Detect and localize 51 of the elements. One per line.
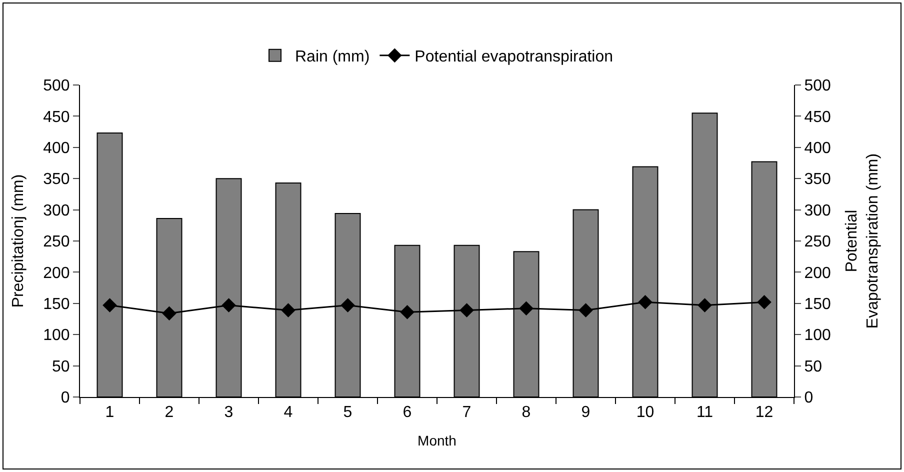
x-tick-label: 10 [636, 404, 654, 422]
point [222, 298, 236, 312]
y-tick-label: 300 [43, 202, 70, 220]
y-tick-label: 350 [43, 171, 70, 188]
y-tick-label: 0 [60, 390, 70, 407]
point [757, 295, 772, 310]
y2-tick-label: 100 [804, 327, 831, 344]
y-tick-label: 400 [43, 140, 70, 157]
x-tick-label: 6 [402, 404, 412, 422]
y2-tick-label: 300 [804, 202, 831, 220]
y2-tick-label: 500 [804, 78, 831, 95]
point [102, 298, 117, 312]
y-tick-label: 450 [43, 108, 70, 126]
y2-tick-label: 250 [804, 234, 831, 251]
y2-tick-label: 150 [804, 296, 831, 313]
x-tick-label: 4 [284, 404, 293, 422]
y2-tick-label: 350 [804, 171, 831, 188]
x-tick-label: 8 [522, 404, 531, 422]
y2-tick-label: 200 [804, 264, 831, 282]
x-tick-label: 12 [755, 404, 774, 422]
legend-label: Rain (mm) [295, 48, 370, 66]
legend-label: Potential evapotranspiration [414, 48, 614, 66]
y2-tick-label: 0 [804, 390, 814, 407]
x-tick-label: 11 [696, 404, 714, 422]
x-tick-label: 9 [581, 404, 590, 422]
x-tick-label: 1 [105, 404, 114, 422]
x-axis-title: Month [418, 432, 456, 448]
y-axis-title: Precipitationj (mm) [10, 174, 27, 308]
y-tick-label: 250 [43, 234, 70, 251]
y-tick-label: 50 [52, 358, 70, 376]
y2-axis-title: Potential Evapotranspiration (mm) [844, 153, 882, 329]
y-tick-label: 100 [43, 327, 70, 344]
y2-tick-label: 400 [804, 140, 831, 157]
x-tick-label: 3 [224, 404, 234, 422]
point [162, 306, 176, 321]
point [698, 298, 712, 312]
point [578, 303, 593, 318]
y-tick-label: 200 [43, 264, 70, 282]
x-tick-label: 5 [343, 404, 352, 422]
y2-tick-label: 50 [804, 358, 822, 376]
point [281, 303, 296, 318]
point [340, 298, 355, 312]
x-tick-label: 2 [164, 404, 174, 422]
point [519, 301, 534, 316]
y-tick-label: 150 [43, 296, 70, 313]
y-tick-label: 500 [43, 78, 70, 95]
x-tick-label: 7 [462, 404, 472, 422]
point [400, 304, 414, 320]
y2-tick-label: 450 [804, 108, 831, 126]
point [638, 295, 652, 310]
point [460, 303, 474, 318]
